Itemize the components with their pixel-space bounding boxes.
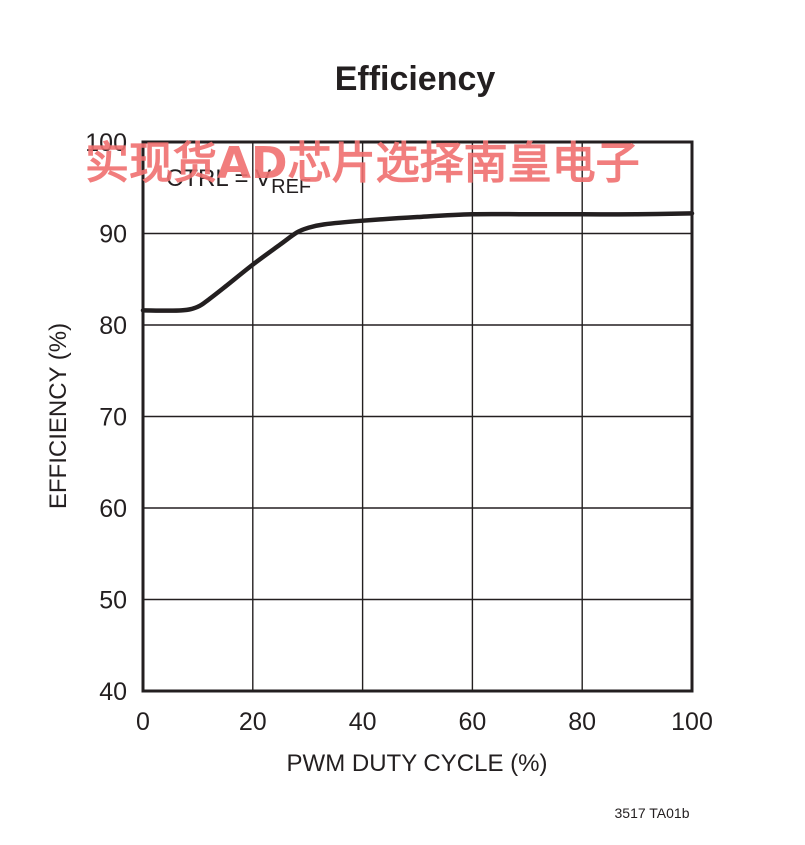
figure-id: 3517 TA01b: [615, 805, 690, 821]
y-tick-label: 50: [99, 587, 127, 615]
x-tick-label: 80: [568, 708, 596, 736]
y-tick-labels: 40 50 60 70 80 90 100: [85, 129, 127, 706]
y-axis-label: EFFICIENCY (%): [45, 323, 72, 509]
y-tick-label: 80: [99, 312, 127, 340]
efficiency-series-line: [140, 211, 695, 313]
annotation-subscript: REF: [271, 176, 311, 198]
x-axis-label: PWM DUTY CYCLE (%): [287, 750, 548, 777]
x-tick-label: 100: [671, 708, 713, 736]
y-tick-label: 100: [85, 129, 127, 157]
x-tick-label: 0: [136, 708, 150, 736]
x-tick-label: 60: [458, 708, 486, 736]
y-tick-label: 70: [99, 404, 127, 432]
x-tick-label: 40: [349, 708, 377, 736]
series-layer: [140, 211, 695, 313]
x-tick-labels: 0 20 40 60 80 100: [136, 708, 713, 736]
plot-frame: [141, 140, 694, 693]
y-tick-label: 60: [99, 495, 127, 523]
annotation-ctrl: CTRL = VREF: [166, 165, 311, 198]
y-tick-label: 90: [99, 221, 127, 249]
grid-lines: [143, 142, 692, 691]
annotation-main: CTRL = V: [166, 165, 271, 192]
y-tick-label: 40: [99, 678, 127, 706]
watermark-text: 实现货AD芯片选择南皇电子: [85, 138, 640, 189]
chart-title: Efficiency: [335, 60, 496, 98]
x-tick-label: 20: [239, 708, 267, 736]
